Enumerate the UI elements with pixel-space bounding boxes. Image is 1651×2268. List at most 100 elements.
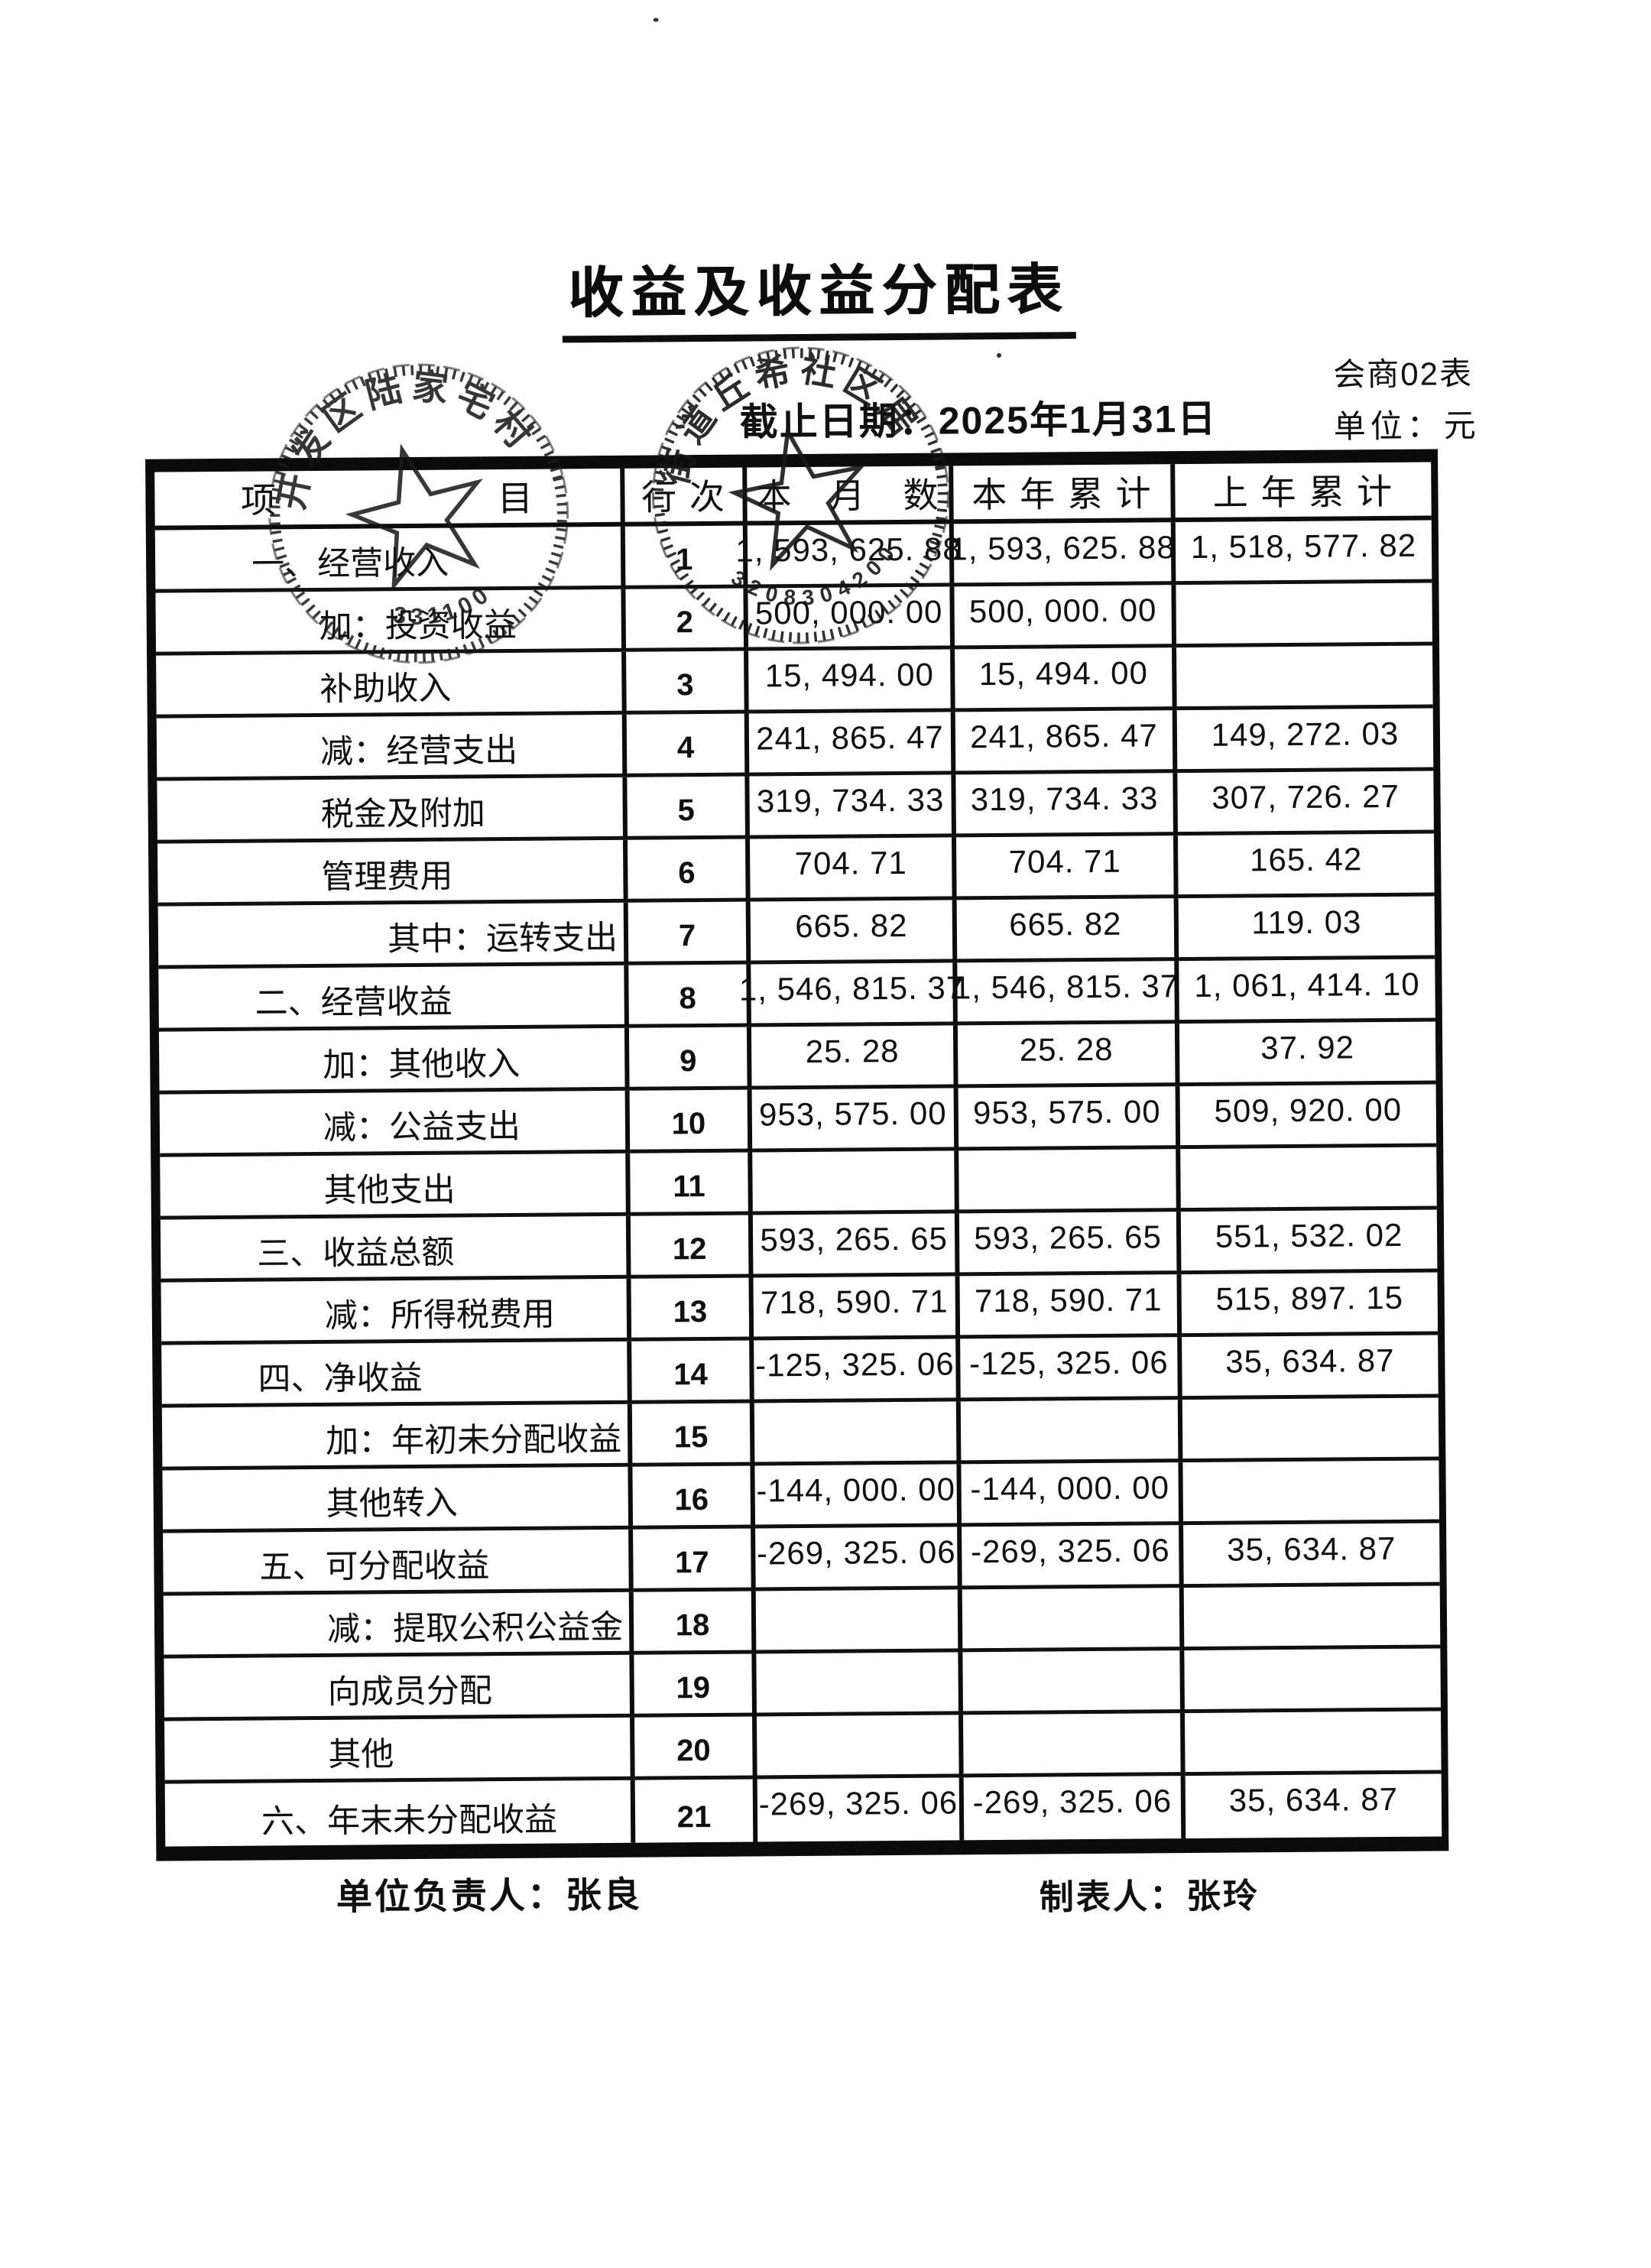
row-line-number: 15 (631, 1403, 755, 1467)
row-line-number: 10 (629, 1089, 753, 1153)
row-month-value: 718, 590. 71 (753, 1276, 961, 1341)
row-month-value (757, 1715, 964, 1780)
row-month-value (756, 1652, 964, 1717)
row-prev-year-value: 1, 518, 577. 82 (1175, 520, 1432, 586)
row-prev-year-value: 307, 726. 27 (1177, 771, 1434, 836)
row-year-value: 704. 71 (955, 835, 1179, 900)
row-prev-year-value (1182, 1460, 1440, 1526)
row-line-number: 20 (634, 1716, 757, 1780)
row-prev-year-value: 119. 03 (1178, 896, 1435, 962)
row-month-value: 319, 734. 33 (749, 774, 956, 839)
row-line-number: 9 (628, 1027, 752, 1091)
row-month-value: 953, 575. 00 (751, 1088, 959, 1153)
row-item-label: 六、年末未分配收益 (164, 1780, 636, 1847)
row-line-number: 13 (631, 1277, 754, 1342)
row-line-number: 1 (624, 525, 748, 589)
row-line-number: 5 (627, 776, 750, 840)
row-item-label: 管理费用 (157, 839, 628, 907)
row-line-number: 6 (627, 839, 751, 903)
row-prev-year-value: 37. 92 (1179, 1021, 1436, 1087)
row-year-value: 25. 28 (957, 1024, 1180, 1089)
row-year-value: 1, 546, 815. 37 (953, 961, 1179, 1026)
row-year-value: 319, 734. 33 (955, 773, 1178, 838)
row-year-value (960, 1400, 1183, 1465)
row-prev-year-value: 35, 634. 87 (1182, 1335, 1439, 1400)
row-month-value: 593, 265. 65 (752, 1213, 960, 1278)
row-year-value: 665. 82 (956, 898, 1179, 963)
row-year-value: 593, 265. 65 (958, 1212, 1182, 1277)
row-line-number: 11 (630, 1152, 753, 1216)
row-item-label: 五、可分配收益 (163, 1529, 634, 1596)
row-prev-year-value: 35, 634. 87 (1228, 1780, 1399, 1819)
row-month-value: -269, 325. 06 (755, 1527, 962, 1591)
row-prev-year-value: 1, 061, 414. 10 (1179, 959, 1435, 1024)
row-item-label: 减：提取公积公益金 (163, 1591, 634, 1659)
col-header-item: 项 目 (154, 468, 625, 530)
col-header-year: 本 年 累 计 (953, 464, 1176, 524)
row-month-value: 704. 71 (749, 837, 957, 902)
row-prev-year-value (1176, 645, 1433, 711)
row-year-value: 1, 593, 625. 88 (949, 522, 1176, 587)
row-year-value: 15, 494. 00 (955, 647, 1177, 712)
row-prev-year-value (1182, 1397, 1439, 1463)
row-item-label: 减：经营支出 (156, 714, 628, 781)
row-item-label: 加：投资收益 (155, 589, 627, 656)
row-prev-year-value: 515, 897. 15 (1181, 1272, 1439, 1338)
col-header-line: 行 次 (624, 467, 748, 527)
form-code: 会商02表 (1333, 355, 1474, 393)
row-prev-year-value (1176, 582, 1433, 648)
row-month-value (755, 1589, 963, 1654)
row-line-number: 7 (628, 901, 751, 965)
row-item-label: 向成员分配 (164, 1654, 635, 1721)
row-item-label: 税金及附加 (157, 777, 628, 844)
row-prev-year-value: 551, 532. 02 (1180, 1209, 1438, 1275)
row-month-value: 500, 000. 00 (748, 586, 955, 651)
row-month-value: 1, 546, 815. 37 (739, 962, 965, 1027)
row-year-value: 241, 865. 47 (955, 710, 1178, 775)
row-prev-year-value (1184, 1648, 1441, 1714)
row-prev-year-value (1180, 1147, 1437, 1212)
row-item-label: 其他 (164, 1717, 635, 1784)
preparer-label: 制表人：张玲 (1039, 1876, 1260, 1917)
row-item-label: 减：所得税费用 (161, 1278, 632, 1345)
unit-label: 单位：元 (1333, 407, 1481, 445)
col-header-month: 本 月 数 (747, 466, 954, 526)
row-month-value: -144, 000. 00 (754, 1464, 962, 1529)
row-item-label: 其他支出 (160, 1153, 631, 1220)
row-item-label: 四、净收益 (161, 1341, 632, 1408)
page-title: 收益及收益分配表 (561, 244, 1076, 343)
scan-speck (997, 352, 1002, 358)
row-year-value (962, 1588, 1185, 1653)
row-prev-year-value: 149, 272. 03 (1176, 708, 1434, 774)
row-line-number: 12 (630, 1215, 754, 1279)
scan-speck (653, 18, 659, 22)
row-line-number: 2 (625, 588, 749, 652)
row-month-value: 665. 82 (750, 900, 958, 965)
row-prev-year-value (1183, 1585, 1441, 1651)
row-month-value: -125, 325. 06 (754, 1338, 961, 1403)
row-year-value (958, 1149, 1181, 1214)
row-item-label: 其他转入 (162, 1466, 634, 1533)
row-line-number: 8 (628, 964, 751, 1028)
row-item-label: 补助收入 (156, 651, 627, 719)
row-year-value: 718, 590. 71 (959, 1274, 1182, 1339)
row-line-number: 18 (633, 1591, 757, 1655)
row-item-label: 减：公益支出 (159, 1090, 631, 1157)
row-prev-year-value (1184, 1711, 1442, 1776)
row-month-value: -269, 325. 06 (757, 1777, 965, 1842)
row-line-number: 14 (631, 1340, 754, 1404)
row-month-value (754, 1401, 962, 1466)
row-line-number: 4 (626, 713, 750, 777)
row-month-value: 25. 28 (751, 1025, 958, 1090)
row-line-number: 19 (634, 1653, 757, 1718)
title-row: 收益及收益分配表 (0, 239, 1645, 347)
row-month-value: 15, 494. 00 (748, 649, 955, 714)
row-year-value: -144, 000. 00 (961, 1462, 1184, 1527)
row-line-number: 21 (634, 1779, 758, 1843)
row-year-value: -269, 325. 06 (963, 1776, 1186, 1841)
row-year-value: 953, 575. 00 (958, 1086, 1181, 1151)
row-line-number: 17 (633, 1528, 756, 1592)
row-year-value: 500, 000. 00 (954, 585, 1177, 650)
